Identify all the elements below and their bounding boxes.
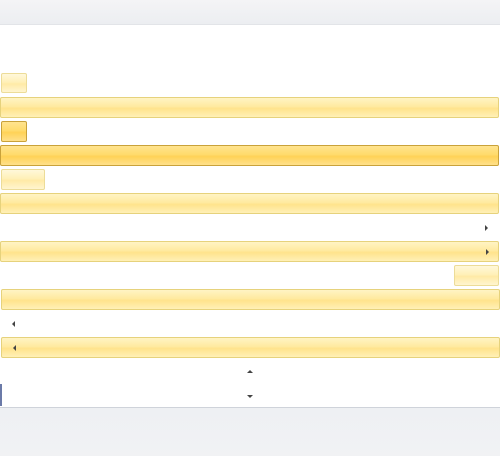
- dropdown-row[interactable]: [0, 219, 500, 238]
- right-button[interactable]: [454, 265, 499, 286]
- spinner-control[interactable]: [0, 362, 500, 406]
- left-dropdown-row[interactable]: [0, 315, 500, 334]
- chevron-down-icon[interactable]: [247, 395, 253, 398]
- chevron-right-icon: [485, 225, 488, 231]
- chevron-right-icon: [486, 249, 489, 255]
- chevron-left-icon: [13, 345, 16, 351]
- small-button-pressed[interactable]: [1, 121, 27, 142]
- left-dropdown-bar[interactable]: [1, 337, 500, 358]
- status-bar: [0, 407, 500, 456]
- dropdown-bar[interactable]: [0, 241, 499, 262]
- focus-indicator: [0, 384, 2, 406]
- title-bar: [0, 0, 500, 25]
- chevron-up-icon[interactable]: [247, 370, 253, 373]
- small-button[interactable]: [1, 73, 27, 93]
- wide-button[interactable]: [0, 97, 499, 118]
- wide-button-5[interactable]: [1, 289, 500, 310]
- chevron-left-icon: [12, 321, 15, 327]
- wide-button-pressed[interactable]: [0, 145, 499, 166]
- medium-button[interactable]: [1, 169, 45, 190]
- wide-button-3[interactable]: [0, 193, 499, 214]
